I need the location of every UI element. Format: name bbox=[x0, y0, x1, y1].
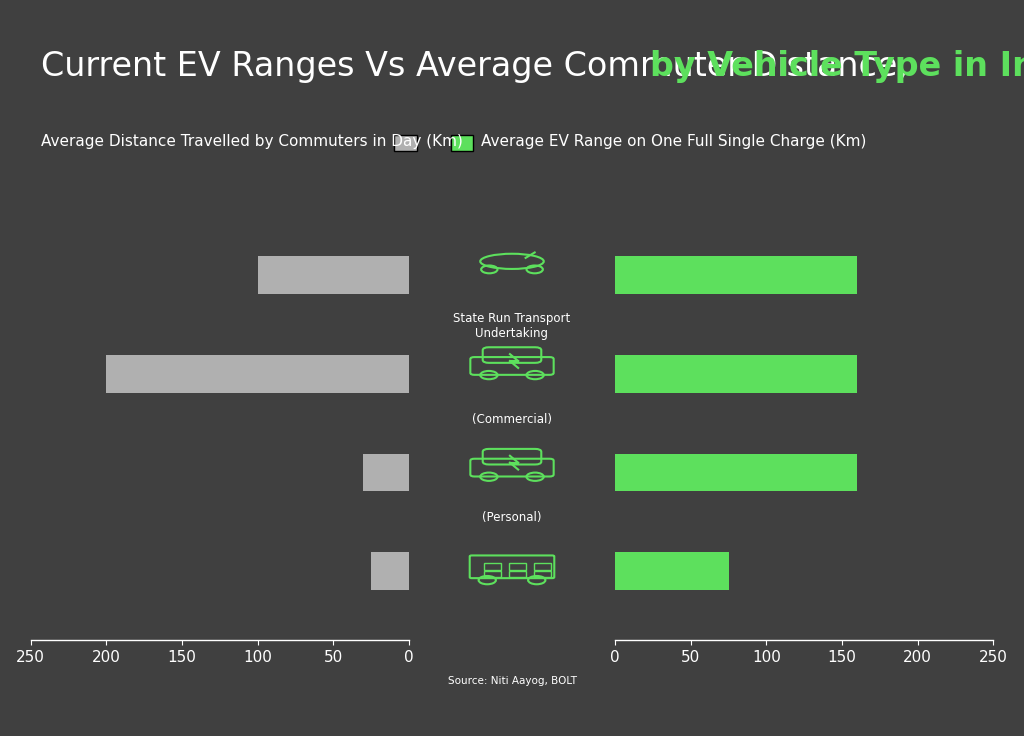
Bar bbox=[615, 454, 857, 492]
Bar bbox=[534, 563, 551, 570]
Bar bbox=[371, 553, 409, 590]
Text: by Vehicle Type in India,2022: by Vehicle Type in India,2022 bbox=[650, 50, 1024, 82]
Bar bbox=[615, 553, 729, 590]
Bar bbox=[484, 571, 502, 576]
Bar bbox=[509, 571, 526, 576]
Text: Average EV Range on One Full Single Charge (Km): Average EV Range on One Full Single Char… bbox=[481, 134, 866, 149]
Text: Source: Niti Aayog, BOLT: Source: Niti Aayog, BOLT bbox=[447, 676, 577, 686]
Text: (Personal): (Personal) bbox=[482, 512, 542, 525]
Bar bbox=[615, 256, 857, 294]
Bar bbox=[615, 355, 857, 392]
Text: Current EV Ranges Vs Average Commuter Distance,: Current EV Ranges Vs Average Commuter Di… bbox=[41, 50, 908, 82]
Bar bbox=[364, 454, 409, 492]
Text: (Commercial): (Commercial) bbox=[472, 413, 552, 425]
Text: Average Distance Travelled by Commuters in Day (Km): Average Distance Travelled by Commuters … bbox=[41, 134, 473, 149]
Bar bbox=[106, 355, 409, 392]
Bar bbox=[534, 571, 551, 576]
Text: State Run Transport
Undertaking: State Run Transport Undertaking bbox=[454, 313, 570, 341]
Bar bbox=[258, 256, 409, 294]
Bar bbox=[484, 563, 502, 570]
Bar bbox=[509, 563, 526, 570]
